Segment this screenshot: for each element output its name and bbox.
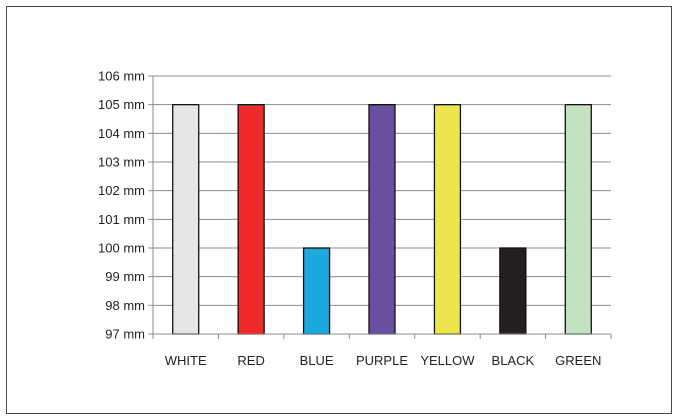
y-tick-label: 100 mm xyxy=(98,241,145,256)
y-tick-label: 104 mm xyxy=(98,126,145,141)
bar-black xyxy=(499,247,527,335)
x-category-label: BLUE xyxy=(300,353,334,368)
y-tick-labels: 97 mm 98 mm 99 mm 100 mm 101 mm 102 mm 103 mm 1… xyxy=(98,69,145,342)
y-tick-label: 99 mm xyxy=(105,269,145,284)
y-tick-label: 105 mm xyxy=(98,97,145,112)
bar-yellow xyxy=(433,104,462,335)
axes xyxy=(148,75,612,339)
x-category-label: WHITE xyxy=(165,353,207,368)
bar-white xyxy=(172,104,200,335)
y-tick-label: 106 mm xyxy=(98,69,145,84)
bar-green xyxy=(564,104,592,335)
x-category-labels: WHITE RED BLUE PURPLE YELLOW BLACK GREEN xyxy=(165,353,602,368)
y-tick-label: 102 mm xyxy=(98,183,145,198)
x-category-label: BLACK xyxy=(492,353,535,368)
x-category-label: GREEN xyxy=(555,353,601,368)
bars xyxy=(172,104,592,335)
x-category-label: YELLOW xyxy=(420,353,475,368)
y-tick-label: 103 mm xyxy=(98,155,145,170)
bar-purple xyxy=(368,104,396,335)
x-category-label: RED xyxy=(237,353,264,368)
chart-frame: 97 mm 98 mm 99 mm 100 mm 101 mm 102 mm 103 mm 1… xyxy=(6,6,672,414)
y-tick-label: 97 mm xyxy=(105,327,145,342)
y-tick-label: 98 mm xyxy=(105,298,145,313)
x-category-label: PURPLE xyxy=(356,353,408,368)
bar-red xyxy=(237,104,265,335)
bar-chart: 97 mm 98 mm 99 mm 100 mm 101 mm 102 mm 103 mm 1… xyxy=(98,69,612,368)
bar-blue xyxy=(302,247,331,335)
y-tick-label: 101 mm xyxy=(98,212,145,227)
